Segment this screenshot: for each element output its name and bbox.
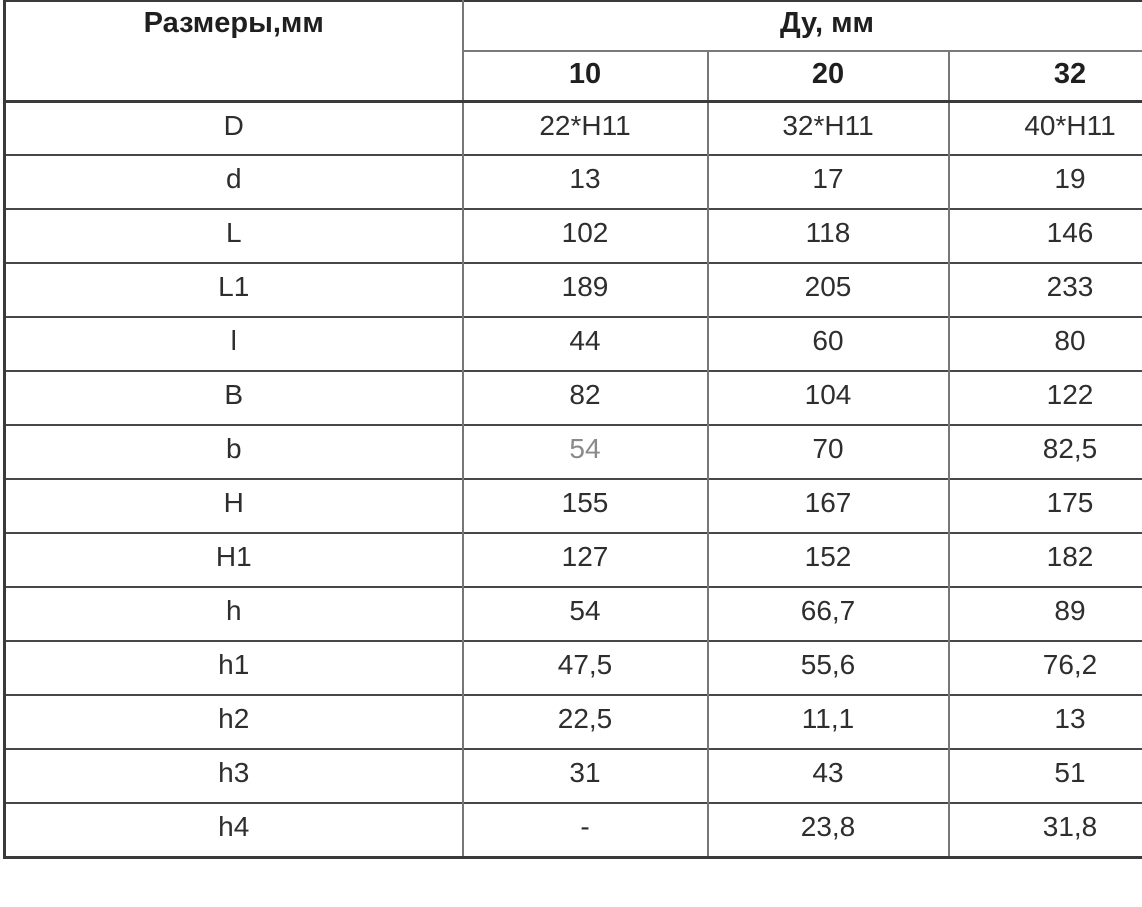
cell-value: 82 — [461, 371, 708, 425]
table-row: h4 -23,8 31,8 — [4, 803, 1142, 857]
table-row: b 54 70 82,5 — [4, 425, 1142, 479]
cell-value: 13 — [947, 695, 1142, 749]
group-header-du: Ду, мм — [461, 1, 1142, 52]
column-header: 20 — [706, 51, 949, 101]
dimensions-table: Размеры,мм Ду, мм 10 20 32 D 22*H11 32*H11 40… — [3, 0, 1142, 859]
cell-value: 118 — [706, 209, 949, 263]
column-header: 10 — [461, 51, 708, 101]
row-label: h4 — [218, 811, 250, 842]
cell-value: 54 — [461, 425, 708, 479]
cell-value: 22,5 — [461, 695, 708, 749]
row-label: H1 — [215, 541, 252, 572]
table-row: D 22*H11 32*H11 40*H11 — [4, 101, 1142, 155]
cell-value: 167 — [706, 479, 949, 533]
cell-value: 70 — [706, 425, 949, 479]
table-row: d 13 17 19 — [4, 155, 1142, 209]
cell-value: 17 — [706, 155, 949, 209]
cell-value: 155 — [461, 479, 708, 533]
table-row: l 44 60 80 — [4, 317, 1142, 371]
cell-value: 51 — [947, 749, 1142, 803]
row-label: h2 — [218, 703, 250, 734]
row-label: D — [223, 109, 244, 141]
cell-value: 89 — [947, 587, 1142, 641]
cell-value: 13 — [461, 155, 708, 209]
cell-value: 102 — [461, 209, 708, 263]
cell-value: 82,5 — [947, 425, 1142, 479]
cell-value: 54 — [461, 587, 708, 641]
table-row: L 102 118 146 — [4, 209, 1142, 263]
table-row: h1 47,5 55,6 76,2 — [4, 641, 1142, 695]
cell-value: 44 — [461, 317, 708, 371]
cell-value: 11,1 — [706, 695, 949, 749]
cell-value: 31,8 — [947, 803, 1142, 857]
cell-value: 43 — [706, 749, 949, 803]
cell-value: 80 — [947, 317, 1142, 371]
table-body: D 22*H11 32*H11 40*H11 d 13 17 19 L 102 118 146 L1 18… — [4, 101, 1142, 857]
row-label: L1 — [218, 271, 250, 302]
row-label: h1 — [218, 649, 250, 680]
cell-value: 40*H11 — [947, 101, 1142, 155]
cell-value: 76,2 — [947, 641, 1142, 695]
cell-value: 233 — [947, 263, 1142, 317]
cell-value: 22*H11 — [461, 101, 708, 155]
cell-value: 205 — [706, 263, 949, 317]
cell-value: 175 — [947, 479, 1142, 533]
cell-value: 152 — [706, 533, 949, 587]
cell-value: 31 — [461, 749, 708, 803]
row-label: B — [224, 379, 244, 410]
cell-value: 146 — [947, 209, 1142, 263]
cell-value: 55,6 — [706, 641, 949, 695]
cell-value: 47,5 — [461, 641, 708, 695]
table-row: L1 189 205 233 — [4, 263, 1142, 317]
cell-value: 182 — [947, 533, 1142, 587]
cell-value: - — [461, 803, 708, 857]
column-header: 32 — [947, 51, 1142, 101]
corner-header-dimensions: Размеры,мм — [143, 7, 324, 39]
row-label: H — [223, 487, 244, 518]
cell-value: 32*H11 — [706, 101, 949, 155]
row-label: h3 — [218, 757, 250, 788]
cell-value: 127 — [461, 533, 708, 587]
row-label: h — [225, 595, 242, 626]
cell-value: 19 — [947, 155, 1142, 209]
cell-value: 23,8 — [706, 803, 949, 857]
cell-value: 60 — [706, 317, 949, 371]
cell-value: 104 — [706, 371, 949, 425]
table-row: h 54 66,7 89 — [4, 587, 1142, 641]
cell-value: 122 — [947, 371, 1142, 425]
row-label: l — [230, 325, 237, 356]
cell-value: 189 — [461, 263, 708, 317]
table-row: B 82 104 122 — [4, 371, 1142, 425]
table-row: H 155 167 175 — [4, 479, 1142, 533]
row-label: L — [225, 217, 242, 248]
table-row: H1 127 152 182 — [4, 533, 1142, 587]
table-header: Размеры,мм Ду, мм 10 20 32 — [4, 1, 1142, 101]
row-label: b — [225, 433, 242, 464]
table-row: h3 31 43 51 — [4, 749, 1142, 803]
table-row: h2 22,5 11,1 13 — [4, 695, 1142, 749]
cell-value: 66,7 — [706, 587, 949, 641]
row-label: d — [225, 163, 242, 194]
